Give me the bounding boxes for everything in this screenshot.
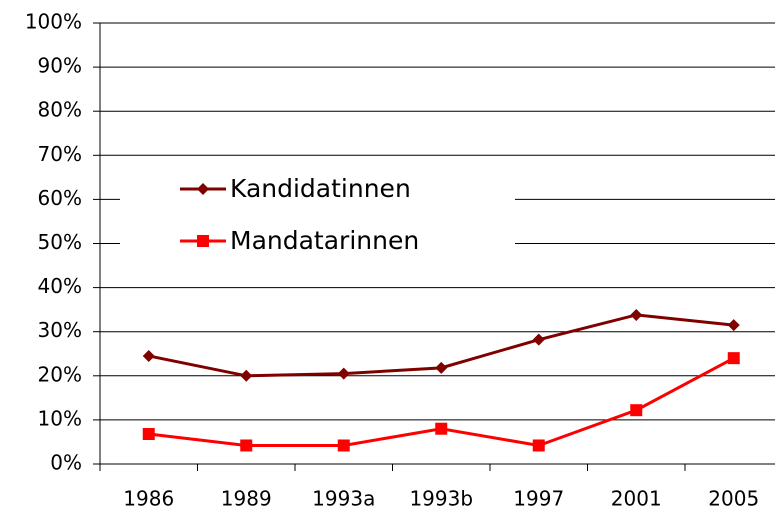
marker — [630, 308, 643, 321]
y-tick-label: 50% — [38, 230, 82, 254]
x-tick-label: 1986 — [123, 487, 174, 511]
y-tick-label: 30% — [38, 318, 82, 342]
marker — [532, 439, 545, 452]
legend-marker — [197, 183, 209, 195]
x-tick-label: 1997 — [513, 487, 564, 511]
x-tick-label: 1993b — [409, 487, 473, 511]
marker — [337, 439, 350, 452]
marker — [435, 361, 448, 374]
legend-text: Mandatarinnen — [230, 226, 419, 255]
y-tick-label: 20% — [38, 362, 82, 386]
y-tick-label: 0% — [50, 451, 82, 475]
x-tick-label: 1993a — [312, 487, 375, 511]
legend-marker — [197, 235, 209, 247]
y-tick-label: 100% — [25, 10, 82, 34]
y-tick-label: 80% — [38, 98, 82, 122]
marker — [240, 369, 253, 382]
marker — [532, 333, 545, 346]
marker — [727, 319, 740, 332]
x-tick-label: 2001 — [611, 487, 662, 511]
marker — [435, 422, 448, 435]
marker — [337, 367, 350, 380]
x-tick-label: 2005 — [708, 487, 759, 511]
marker — [142, 349, 155, 362]
marker — [630, 404, 643, 417]
x-tick-label: 1989 — [221, 487, 272, 511]
y-tick-label: 10% — [38, 406, 82, 430]
marker — [240, 439, 253, 452]
marker — [727, 352, 740, 365]
y-tick-label: 90% — [38, 54, 82, 78]
legend-text: Kandidatinnen — [230, 174, 411, 203]
y-tick-label: 60% — [38, 186, 82, 210]
marker — [142, 428, 155, 441]
y-tick-label: 40% — [38, 274, 82, 298]
y-tick-label: 70% — [38, 142, 82, 166]
